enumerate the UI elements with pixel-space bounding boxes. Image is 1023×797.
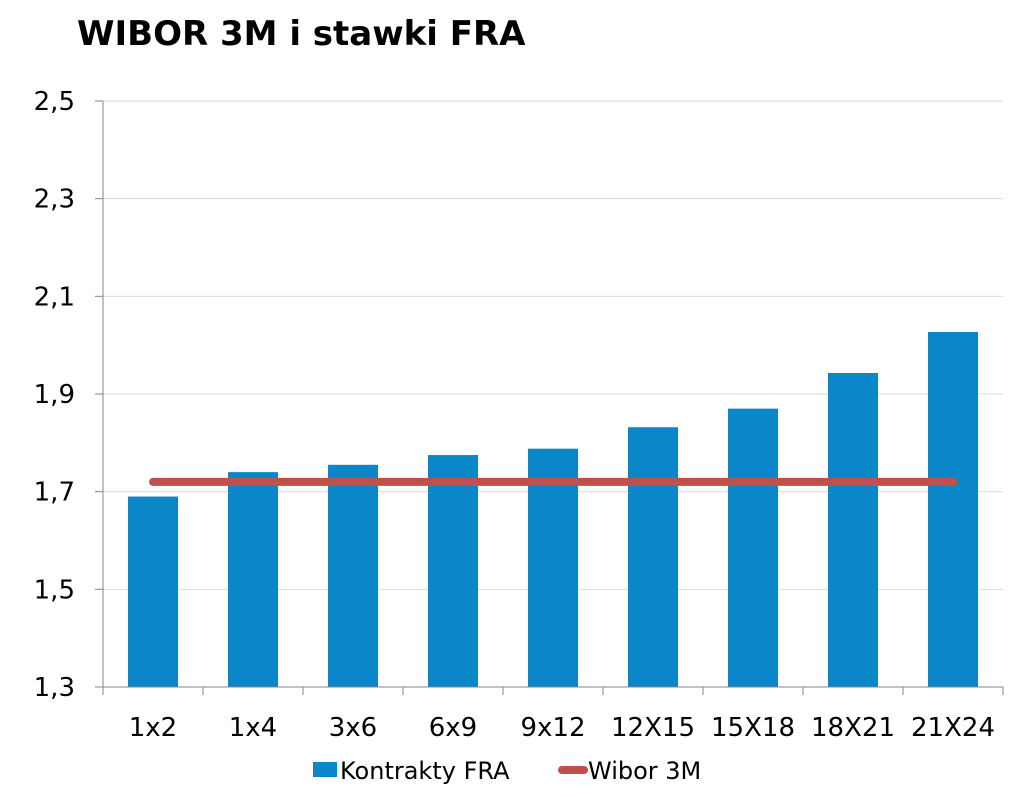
bar-15X18 [728, 409, 778, 687]
bar-12X15 [628, 427, 678, 687]
x-tick-label: 3x6 [329, 713, 377, 743]
x-tick-label: 15X18 [711, 713, 795, 743]
chart-svg: 1,3 1,5 1,7 1,9 2,1 2,3 2,5 1x2 1x4 3x6 6x9 9x12 12X… [0, 0, 1023, 797]
bar-21X24 [928, 332, 978, 687]
legend-label-wibor-3m: Wibor 3M [588, 757, 701, 785]
legend-swatch-kontrakty-fra [313, 762, 337, 777]
bar-6x9 [428, 455, 478, 687]
y-tick-label: 2,5 [34, 87, 75, 117]
bar-3x6 [328, 465, 378, 687]
x-tick-label: 1x2 [129, 713, 177, 743]
x-tick-label: 21X24 [911, 713, 995, 743]
legend-label-kontrakty-fra: Kontrakty FRA [340, 757, 510, 785]
bar-1x4 [228, 472, 278, 687]
y-tick-label: 1,7 [34, 478, 75, 508]
y-tick-label: 1,9 [34, 380, 75, 410]
y-tick-label: 2,1 [34, 282, 75, 312]
y-tick-label: 2,3 [34, 185, 75, 215]
x-tick-label: 9x12 [520, 713, 585, 743]
x-tick-label: 6x9 [429, 713, 477, 743]
legend-layer: Kontrakty FRA Wibor 3M [313, 757, 701, 785]
bar-1x2 [128, 497, 178, 687]
bar-layer [128, 332, 978, 687]
x-tick-label: 12X15 [611, 713, 695, 743]
y-tick-label: 1,5 [34, 575, 75, 605]
y-tick-label: 1,3 [34, 673, 75, 703]
x-tick-label: 1x4 [229, 713, 277, 743]
x-tick-label: 18X21 [811, 713, 895, 743]
bar-18X21 [828, 373, 878, 687]
